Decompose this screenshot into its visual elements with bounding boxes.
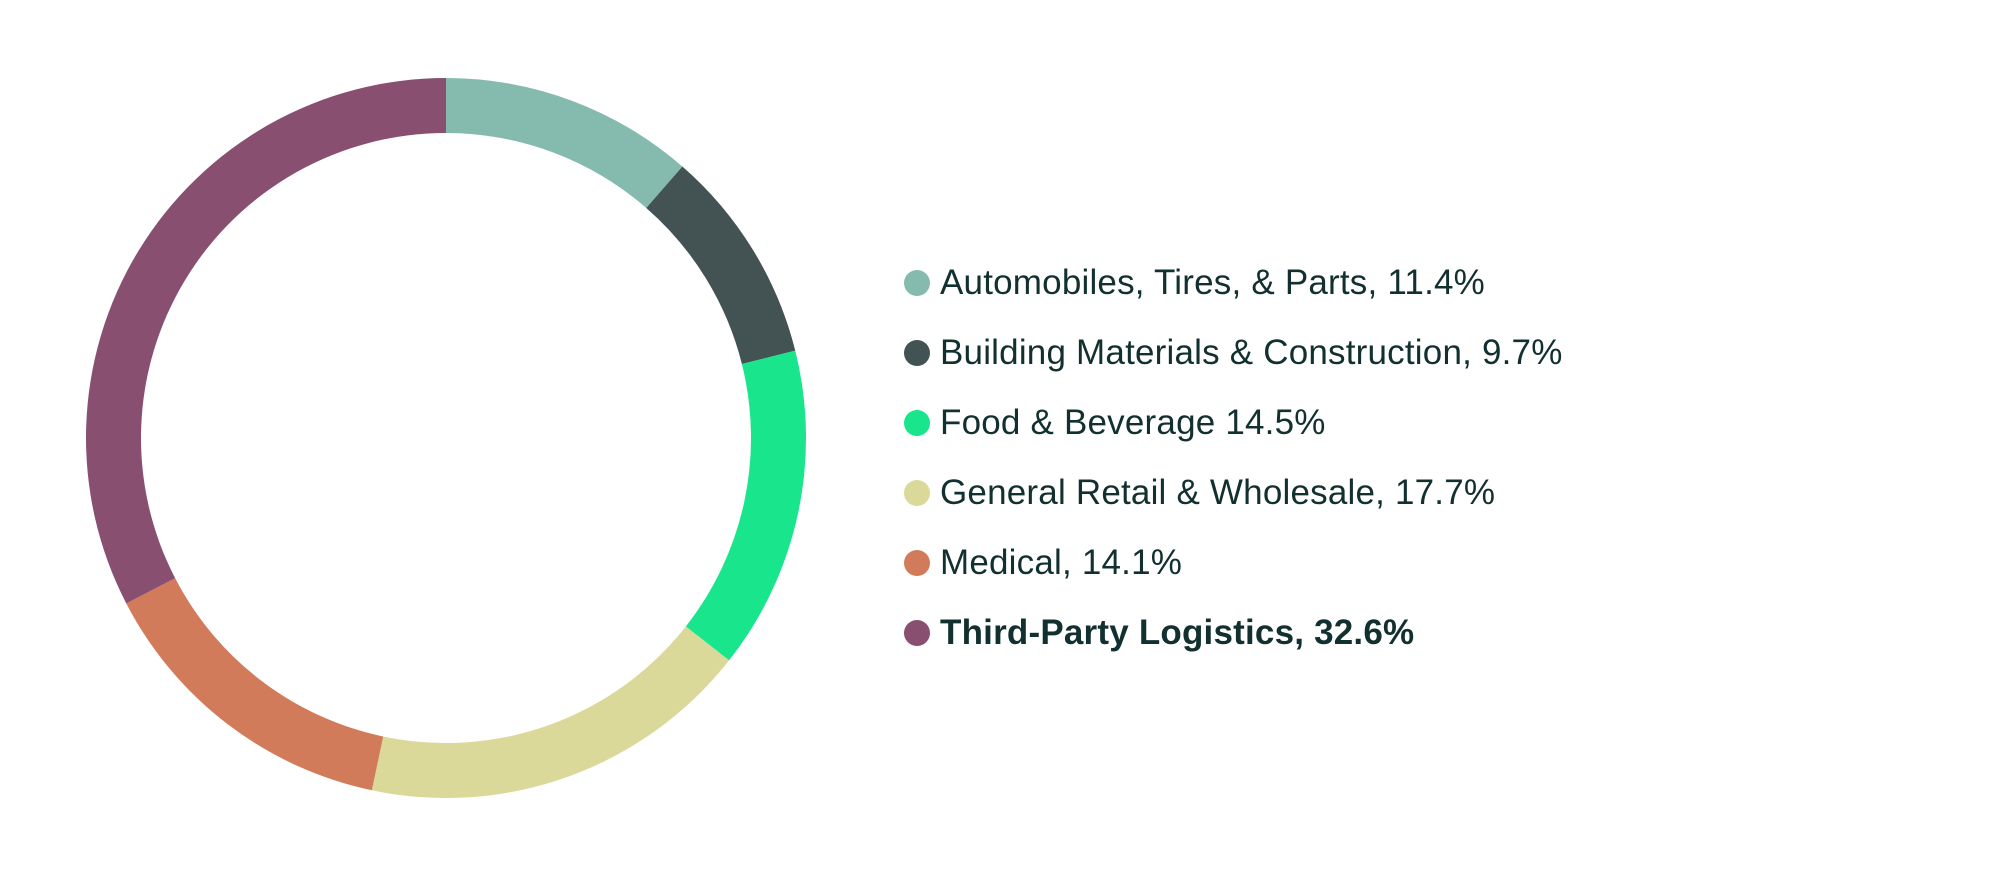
legend-item-4: General Retail & Wholesale, 17.7% (904, 458, 1563, 528)
legend-item-3: Food & Beverage 14.5% (904, 388, 1563, 458)
legend-label: Building Materials & Construction, 9.7% (940, 333, 1563, 372)
donut-slice-4 (371, 626, 730, 798)
legend-color-dot-icon (904, 550, 930, 576)
legend-label: General Retail & Wholesale, 17.7% (940, 473, 1496, 512)
legend: Automobiles, Tires, & Parts, 11.4% Buildi… (904, 248, 1563, 668)
legend-label: Medical, 14.1% (940, 543, 1183, 582)
legend-color-dot-icon (904, 410, 930, 436)
donut-slice-3 (685, 350, 806, 661)
donut-slice-5 (126, 578, 384, 791)
donut-slice-1 (446, 78, 683, 208)
legend-label: Automobiles, Tires, & Parts, 11.4% (940, 263, 1485, 302)
legend-item-6: Third-Party Logistics, 32.6% (904, 598, 1563, 668)
legend-color-dot-icon (904, 340, 930, 366)
legend-color-dot-icon (904, 270, 930, 296)
legend-item-5: Medical, 14.1% (904, 528, 1563, 598)
donut-slice-2 (646, 166, 796, 365)
donut-slice-6 (86, 78, 447, 604)
legend-color-dot-icon (904, 480, 930, 506)
legend-label: Third-Party Logistics, 32.6% (940, 613, 1415, 652)
donut-chart (86, 78, 806, 798)
legend-label: Food & Beverage 14.5% (940, 403, 1326, 442)
legend-color-dot-icon (904, 620, 930, 646)
legend-item-2: Building Materials & Construction, 9.7% (904, 318, 1563, 388)
legend-item-1: Automobiles, Tires, & Parts, 11.4% (904, 248, 1563, 318)
